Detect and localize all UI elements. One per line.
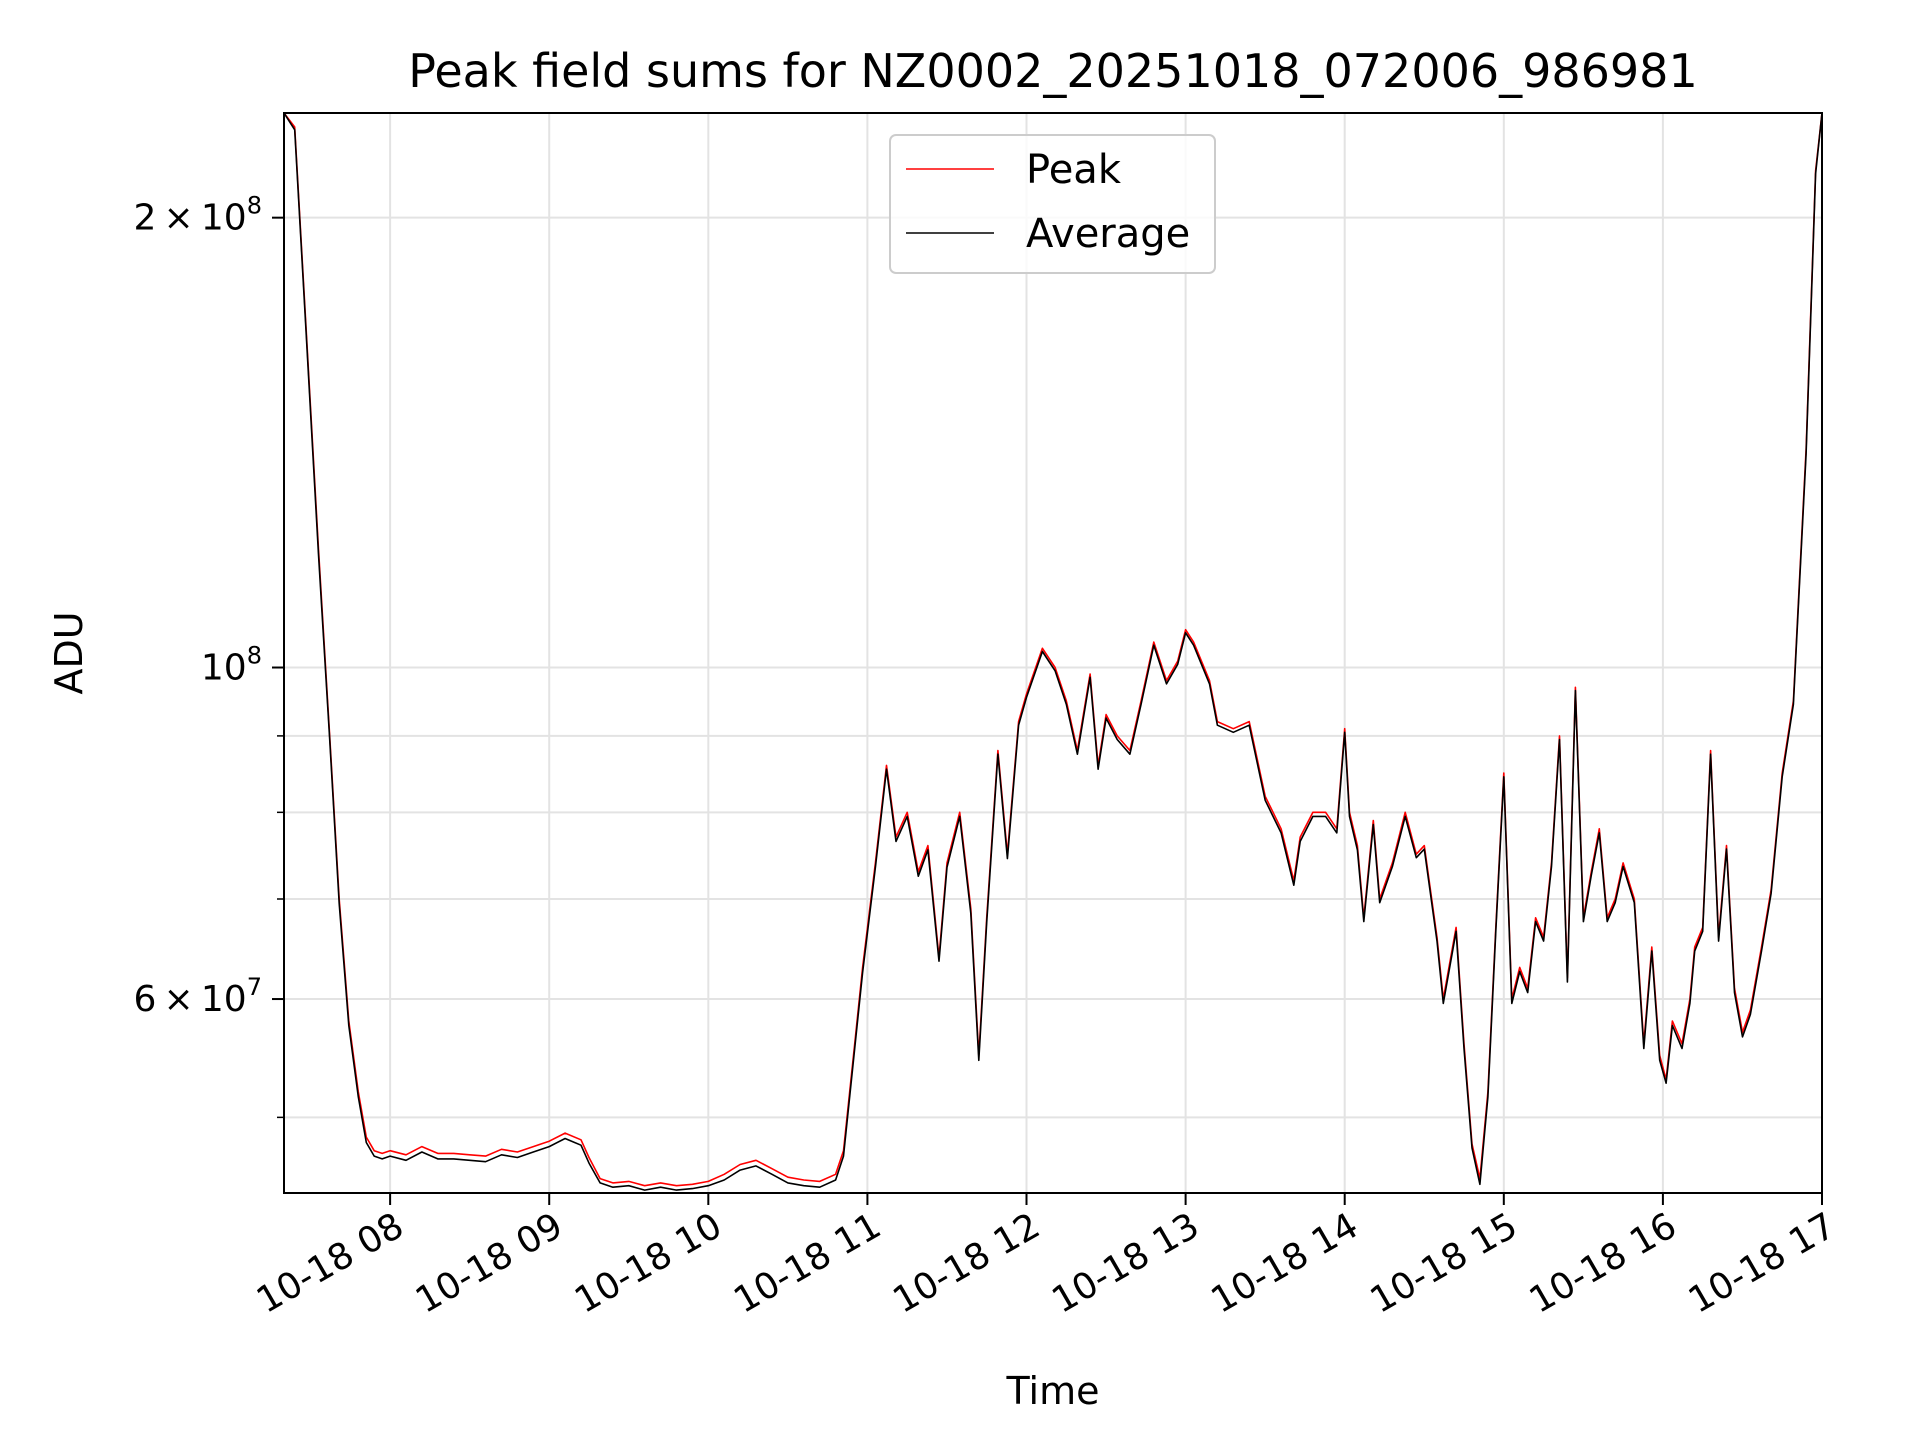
x-axis-title: Time: [1006, 1369, 1100, 1413]
legend-label-peak: Peak: [1026, 147, 1122, 193]
y-tick-label: 6 × 107: [133, 973, 262, 1020]
x-tick-label: 10-18 10: [568, 1205, 729, 1321]
grid-lines: [284, 113, 1823, 1193]
chart-title: Peak field sums for NZ0002_20251018_0720…: [408, 44, 1697, 98]
plot-area-frame: [283, 112, 1823, 1194]
legend-label-average: Average: [1026, 211, 1190, 257]
x-tick-label: 10-18 16: [1523, 1205, 1684, 1321]
series-line-average: [284, 113, 1822, 1191]
x-tick-label: 10-18 13: [1045, 1205, 1206, 1321]
x-tick-label: 10-18 15: [1364, 1205, 1525, 1321]
x-tick-label: 10-18 12: [886, 1205, 1047, 1321]
y-tick-label: 2 × 108: [133, 192, 262, 239]
x-tick-label: 10-18 09: [409, 1205, 570, 1321]
legend: Peak Average: [889, 134, 1216, 274]
x-tick-label: 10-18 14: [1205, 1205, 1366, 1321]
x-tick-label: 10-18 17: [1682, 1205, 1843, 1321]
x-tick-label: 10-18 11: [727, 1205, 888, 1321]
x-tick-label: 10-18 08: [250, 1205, 411, 1321]
y-tick-label: 108: [201, 642, 262, 689]
y-axis-title: ADU: [47, 611, 91, 694]
series-layer: [284, 113, 1822, 1191]
